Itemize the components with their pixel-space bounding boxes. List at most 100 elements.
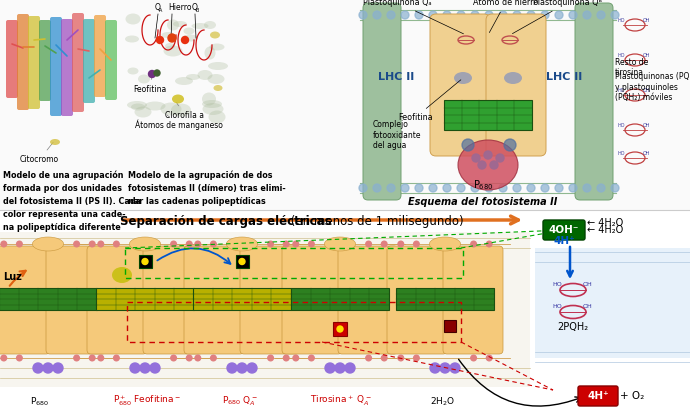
Text: 4OH⁻: 4OH⁻ — [549, 225, 579, 235]
Circle shape — [415, 184, 423, 192]
Circle shape — [148, 71, 155, 77]
Bar — [0, 210, 690, 418]
Text: A: A — [159, 8, 162, 13]
Text: Clorofila a: Clorofila a — [165, 102, 204, 120]
Ellipse shape — [458, 140, 518, 190]
FancyBboxPatch shape — [184, 246, 244, 354]
Circle shape — [569, 184, 577, 192]
Ellipse shape — [208, 110, 226, 123]
Text: Q: Q — [155, 3, 161, 12]
Text: 4H⁺: 4H⁺ — [587, 391, 609, 401]
Ellipse shape — [210, 43, 224, 51]
Circle shape — [583, 11, 591, 19]
Circle shape — [382, 355, 387, 361]
Circle shape — [366, 355, 371, 361]
Bar — [396, 288, 494, 310]
Circle shape — [457, 11, 465, 19]
FancyBboxPatch shape — [240, 246, 300, 354]
Circle shape — [43, 363, 53, 373]
Circle shape — [472, 154, 480, 162]
Text: OH: OH — [643, 123, 651, 128]
Circle shape — [413, 241, 420, 247]
Ellipse shape — [135, 107, 152, 117]
Circle shape — [513, 11, 521, 19]
Text: 2PQH₂: 2PQH₂ — [558, 322, 589, 332]
Ellipse shape — [50, 139, 60, 145]
Circle shape — [499, 11, 507, 19]
Circle shape — [98, 355, 104, 361]
Text: Complejo
fotooxidante
del agua: Complejo fotooxidante del agua — [373, 120, 422, 150]
Text: P$_{680}$: P$_{680}$ — [30, 395, 49, 408]
Circle shape — [247, 363, 257, 373]
Text: OH: OH — [643, 151, 651, 156]
Circle shape — [415, 11, 423, 19]
Text: Plastoquinona Qₐ: Plastoquinona Qₐ — [363, 0, 464, 34]
Text: OH: OH — [583, 282, 593, 287]
Text: HO: HO — [618, 18, 626, 23]
Bar — [193, 288, 291, 310]
Circle shape — [1, 355, 7, 361]
Ellipse shape — [197, 70, 213, 80]
Text: Modelo de la agrupación de dos
fotosistemas II (dímero) tras elimi-
nar las cade: Modelo de la agrupación de dos fotosiste… — [128, 170, 286, 206]
Circle shape — [114, 241, 119, 247]
Text: HO: HO — [618, 151, 626, 156]
Circle shape — [195, 355, 201, 361]
Ellipse shape — [210, 31, 220, 38]
Ellipse shape — [165, 43, 175, 49]
Text: ← 4H₂O: ← 4H₂O — [587, 218, 623, 228]
Ellipse shape — [226, 237, 257, 251]
Bar — [291, 288, 389, 310]
FancyBboxPatch shape — [486, 14, 546, 156]
Circle shape — [398, 355, 404, 361]
Circle shape — [74, 355, 79, 361]
FancyBboxPatch shape — [46, 246, 106, 354]
Ellipse shape — [112, 267, 132, 283]
Text: 2H$_2$O: 2H$_2$O — [430, 395, 455, 408]
FancyBboxPatch shape — [443, 246, 503, 354]
Ellipse shape — [204, 21, 216, 29]
Circle shape — [401, 11, 409, 19]
Circle shape — [1, 241, 7, 247]
Text: Hierro: Hierro — [168, 3, 192, 12]
Circle shape — [157, 36, 164, 43]
FancyBboxPatch shape — [83, 19, 95, 103]
Ellipse shape — [161, 102, 181, 115]
Circle shape — [359, 11, 367, 19]
Circle shape — [227, 363, 237, 373]
Circle shape — [140, 363, 150, 373]
Circle shape — [569, 11, 577, 19]
Ellipse shape — [138, 74, 150, 84]
Circle shape — [429, 184, 437, 192]
Circle shape — [471, 355, 476, 361]
Circle shape — [186, 355, 192, 361]
Circle shape — [293, 355, 299, 361]
Circle shape — [597, 184, 605, 192]
Circle shape — [450, 363, 460, 373]
Ellipse shape — [204, 46, 215, 59]
Circle shape — [490, 161, 498, 169]
Ellipse shape — [208, 62, 228, 70]
Circle shape — [168, 34, 176, 42]
FancyBboxPatch shape — [282, 246, 342, 354]
Text: HO: HO — [618, 123, 626, 128]
Text: Plastoquinonas (PQ)
y plastoquinoles
(PQH₂) móviles: Plastoquinonas (PQ) y plastoquinoles (PQ… — [615, 72, 690, 102]
Circle shape — [413, 355, 420, 361]
Circle shape — [284, 241, 289, 247]
Circle shape — [74, 241, 79, 247]
Text: + O₂: + O₂ — [620, 391, 644, 401]
Circle shape — [457, 184, 465, 192]
Circle shape — [154, 70, 160, 76]
Ellipse shape — [172, 94, 184, 104]
Circle shape — [499, 184, 507, 192]
Text: Citocromo: Citocromo — [20, 142, 59, 164]
Circle shape — [513, 184, 521, 192]
Ellipse shape — [131, 104, 145, 110]
Circle shape — [130, 363, 140, 373]
Bar — [0, 288, 97, 310]
Circle shape — [142, 258, 148, 265]
Circle shape — [471, 241, 476, 247]
Circle shape — [555, 184, 563, 192]
Text: OH: OH — [643, 53, 651, 58]
Circle shape — [611, 184, 619, 192]
Circle shape — [440, 363, 450, 373]
